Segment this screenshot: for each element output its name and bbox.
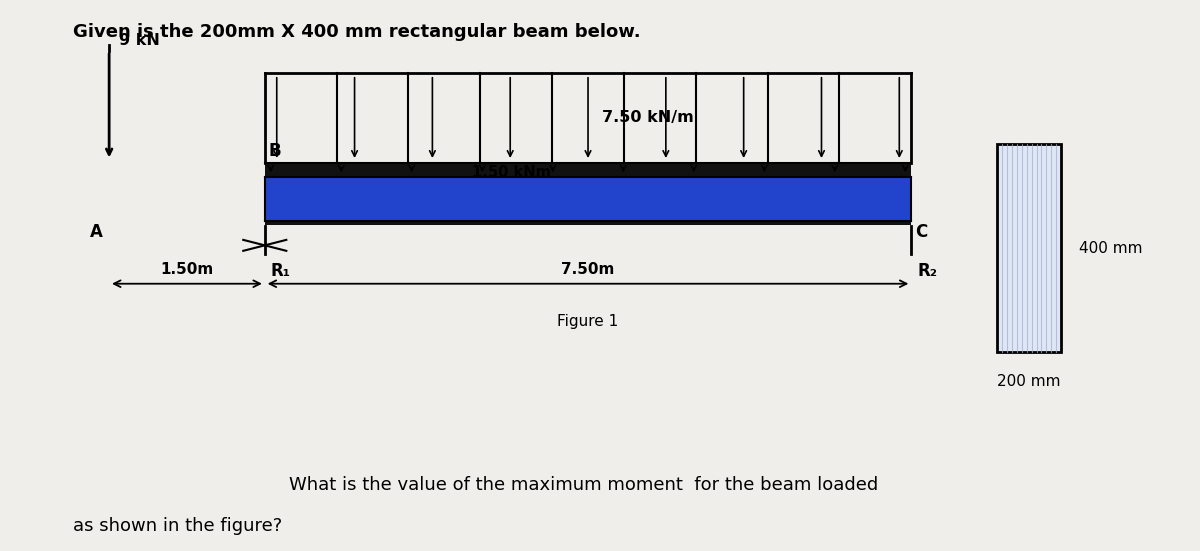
Text: 7.50m: 7.50m xyxy=(562,262,614,277)
Bar xyxy=(265,163,911,177)
Text: 1.50 kNm: 1.50 kNm xyxy=(472,165,551,180)
Text: 200 mm: 200 mm xyxy=(997,374,1061,389)
Text: A: A xyxy=(90,223,103,241)
Text: Figure 1: Figure 1 xyxy=(558,314,619,329)
Text: 1.50m: 1.50m xyxy=(161,262,214,277)
Text: C: C xyxy=(914,223,928,241)
Text: 400 mm: 400 mm xyxy=(1079,241,1142,256)
Text: What is the value of the maximum moment  for the beam loaded: What is the value of the maximum moment … xyxy=(289,476,878,494)
Text: B: B xyxy=(269,142,281,160)
Text: R₁: R₁ xyxy=(271,262,290,280)
Bar xyxy=(265,177,911,221)
Text: 7.50 kN/m: 7.50 kN/m xyxy=(602,110,694,126)
Bar xyxy=(997,144,1061,352)
Text: Given is the 200mm X 400 mm rectangular beam below.: Given is the 200mm X 400 mm rectangular … xyxy=(73,23,641,41)
Text: 9 kN: 9 kN xyxy=(119,33,160,48)
Text: as shown in the figure?: as shown in the figure? xyxy=(73,517,282,534)
Text: R₂: R₂ xyxy=(917,262,937,280)
Bar xyxy=(265,221,911,225)
